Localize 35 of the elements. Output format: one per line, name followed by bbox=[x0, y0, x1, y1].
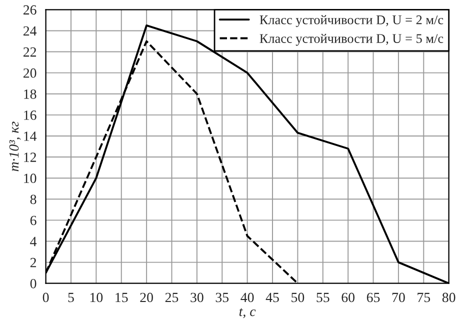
x-tick-label: 15 bbox=[116, 292, 128, 302]
y-tick-label: 6 bbox=[30, 216, 36, 226]
y-tick-label: 18 bbox=[24, 89, 36, 99]
x-tick-label: 10 bbox=[90, 292, 103, 302]
y-tick-label: 4 bbox=[30, 236, 37, 246]
x-tick-label: 55 bbox=[316, 292, 330, 302]
y-tick-label: 2 bbox=[30, 258, 36, 268]
legend-label: Класс устойчивости D, U = 2 м/с bbox=[260, 15, 444, 28]
x-tick-label: 50 bbox=[292, 292, 304, 302]
y-tick-label: 12 bbox=[24, 152, 36, 162]
x-tick-label: 5 bbox=[68, 292, 74, 302]
x-tick-label: 80 bbox=[442, 292, 456, 302]
x-tick-label: 70 bbox=[392, 292, 405, 302]
x-tick-label: 40 bbox=[240, 292, 254, 302]
x-tick-label: 25 bbox=[165, 292, 178, 302]
y-tick-label: 26 bbox=[23, 5, 36, 15]
x-tick-label: 45 bbox=[266, 292, 279, 302]
x-tick-label: 65 bbox=[366, 292, 380, 302]
x-tick-label: 0 bbox=[42, 292, 49, 302]
x-tick-label: 75 bbox=[418, 292, 430, 302]
y-tick-label: 24 bbox=[23, 26, 37, 36]
y-tick-label: 8 bbox=[30, 194, 36, 204]
x-axis-title: t, с bbox=[239, 308, 256, 318]
y-tick-label: 22 bbox=[23, 47, 36, 57]
y-tick-label: 20 bbox=[23, 68, 36, 78]
x-tick-label: 60 bbox=[342, 292, 354, 302]
y-tick-label: 0 bbox=[30, 278, 36, 288]
y-axis-title: m·10³, кг bbox=[9, 122, 21, 172]
y-tick-label: 16 bbox=[24, 110, 36, 120]
legend-label: Класс устойчивости D, U = 5 м/с bbox=[260, 34, 444, 46]
x-tick-label: 30 bbox=[190, 292, 204, 302]
x-tick-label: 20 bbox=[140, 292, 153, 302]
x-tick-label: 35 bbox=[216, 292, 229, 302]
y-tick-label: 10 bbox=[24, 174, 36, 184]
y-tick-label: 14 bbox=[24, 132, 37, 141]
